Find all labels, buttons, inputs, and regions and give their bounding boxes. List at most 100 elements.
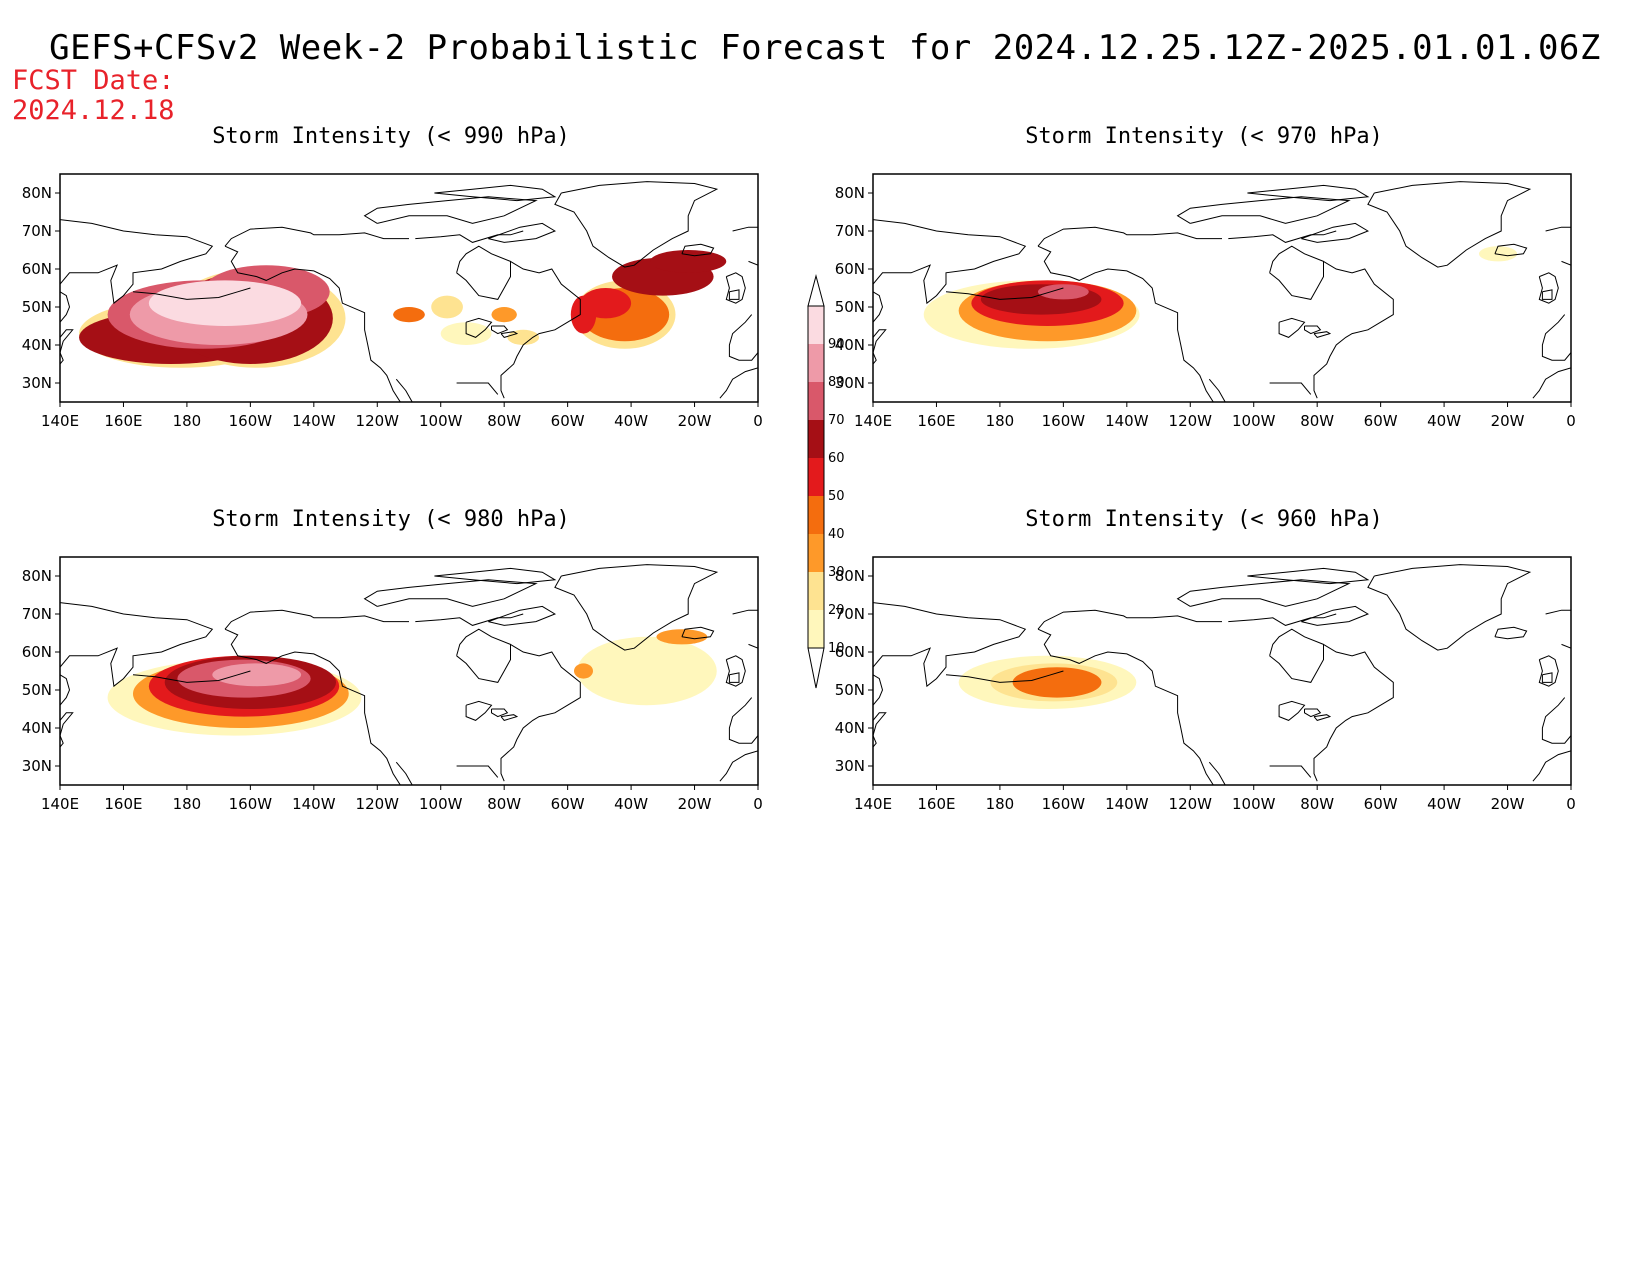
lon-tick-label: 140W	[1105, 795, 1149, 813]
colorbar-upper-extension	[807, 274, 825, 307]
coastline	[1532, 367, 1571, 399]
coastline	[1313, 260, 1394, 399]
colorbar-label: 90	[828, 337, 845, 352]
lon-tick-label: 160E	[104, 412, 142, 430]
colorbar-label: 70	[828, 413, 845, 428]
lat-tick-label: 50N	[835, 681, 865, 699]
coastline	[363, 196, 538, 224]
coastline	[1545, 609, 1571, 615]
lat-tick-label: 70N	[835, 222, 865, 240]
lat-tick-label: 80N	[835, 184, 865, 202]
map-frame	[872, 556, 1572, 786]
probability-shading	[650, 250, 727, 273]
lon-tick-label: 120W	[1169, 412, 1213, 430]
coastline	[1228, 613, 1337, 626]
coastline	[1228, 230, 1337, 243]
lon-tick-label: 140E	[41, 795, 79, 813]
coastline	[1278, 700, 1306, 721]
coastline	[1367, 181, 1532, 268]
lat-tick-label: 40N	[22, 336, 52, 354]
coastline	[1278, 317, 1306, 338]
coastline	[1367, 564, 1532, 651]
coastline	[1545, 226, 1571, 232]
coastline	[1269, 382, 1312, 395]
panel-title-960: Storm Intensity (< 960 hPa)	[1025, 507, 1383, 532]
coastline	[873, 602, 1027, 688]
lon-tick-label: 40W	[1427, 412, 1461, 430]
probability-shading	[1037, 284, 1089, 300]
lon-tick-label: 180	[173, 795, 202, 813]
coastline	[554, 564, 719, 651]
coastline	[224, 226, 409, 247]
coastline	[434, 184, 557, 202]
lon-tick-label: 140W	[292, 795, 336, 813]
coastline	[491, 325, 509, 335]
coastline	[1037, 245, 1214, 402]
colorbar-segment	[808, 534, 824, 572]
lat-tick-label: 40N	[835, 719, 865, 737]
lon-tick-label: 140E	[854, 795, 892, 813]
coastline	[1208, 378, 1226, 402]
lat-tick-label: 70N	[22, 222, 52, 240]
coastline	[60, 674, 71, 706]
coastline	[60, 291, 71, 323]
lon-tick-label: 160E	[917, 795, 955, 813]
coastline	[395, 761, 413, 785]
coastline	[415, 230, 524, 243]
coastline	[456, 382, 499, 395]
coastline	[728, 289, 740, 300]
forecast-title: GEFS+CFSv2 Week-2 Probabilistic Forecast…	[49, 28, 1601, 68]
coastline	[434, 567, 557, 585]
lon-tick-label: 180	[986, 795, 1015, 813]
lon-tick-label: 0	[753, 412, 763, 430]
lon-tick-label: 20W	[678, 795, 712, 813]
fcst-date-label: FCST Date:	[12, 65, 175, 96]
lon-tick-label: 180	[986, 412, 1015, 430]
forecast-date-block: FCST Date: 2024.12.18	[12, 66, 175, 126]
lon-tick-label: 60W	[1364, 795, 1398, 813]
coastline	[60, 329, 74, 365]
coastline	[1532, 750, 1571, 782]
panel-title-980: Storm Intensity (< 980 hPa)	[212, 507, 570, 532]
coastline	[488, 605, 557, 626]
lat-tick-label: 80N	[22, 184, 52, 202]
coastline	[1037, 609, 1222, 630]
coastline	[719, 750, 758, 782]
lon-tick-label: 100W	[419, 795, 463, 813]
coastline	[488, 222, 557, 243]
colorbar-label: 30	[828, 565, 845, 580]
coastline	[415, 613, 524, 626]
lat-tick-label: 50N	[22, 681, 52, 699]
coastline	[1494, 626, 1528, 640]
lat-tick-label: 30N	[835, 374, 865, 392]
coastline	[873, 712, 887, 748]
coastline	[224, 628, 401, 785]
coastline	[363, 579, 538, 607]
coastline	[60, 712, 74, 748]
lon-tick-label: 20W	[678, 412, 712, 430]
coastline	[224, 609, 409, 630]
panel-title-970: Storm Intensity (< 970 hPa)	[1025, 124, 1383, 149]
coastline	[1304, 708, 1322, 718]
map-content	[873, 564, 1571, 785]
coastline	[456, 765, 499, 778]
lat-tick-label: 60N	[22, 643, 52, 661]
colorbar-segment	[808, 420, 824, 458]
coastline	[60, 602, 214, 688]
coastline	[224, 245, 401, 402]
coastline	[873, 219, 1027, 305]
map-content	[60, 564, 758, 785]
map-content	[60, 181, 758, 402]
coastline	[945, 670, 1064, 683]
lon-tick-label: 0	[753, 795, 763, 813]
coastline	[945, 287, 1064, 300]
coastline	[132, 670, 251, 683]
lat-tick-label: 60N	[835, 260, 865, 278]
coastline	[456, 245, 511, 300]
probability-shading	[573, 663, 594, 679]
colorbar-segment	[808, 496, 824, 534]
coastline	[748, 643, 758, 656]
coastline	[1269, 765, 1312, 778]
coastline	[395, 378, 413, 402]
coastline	[873, 329, 887, 365]
